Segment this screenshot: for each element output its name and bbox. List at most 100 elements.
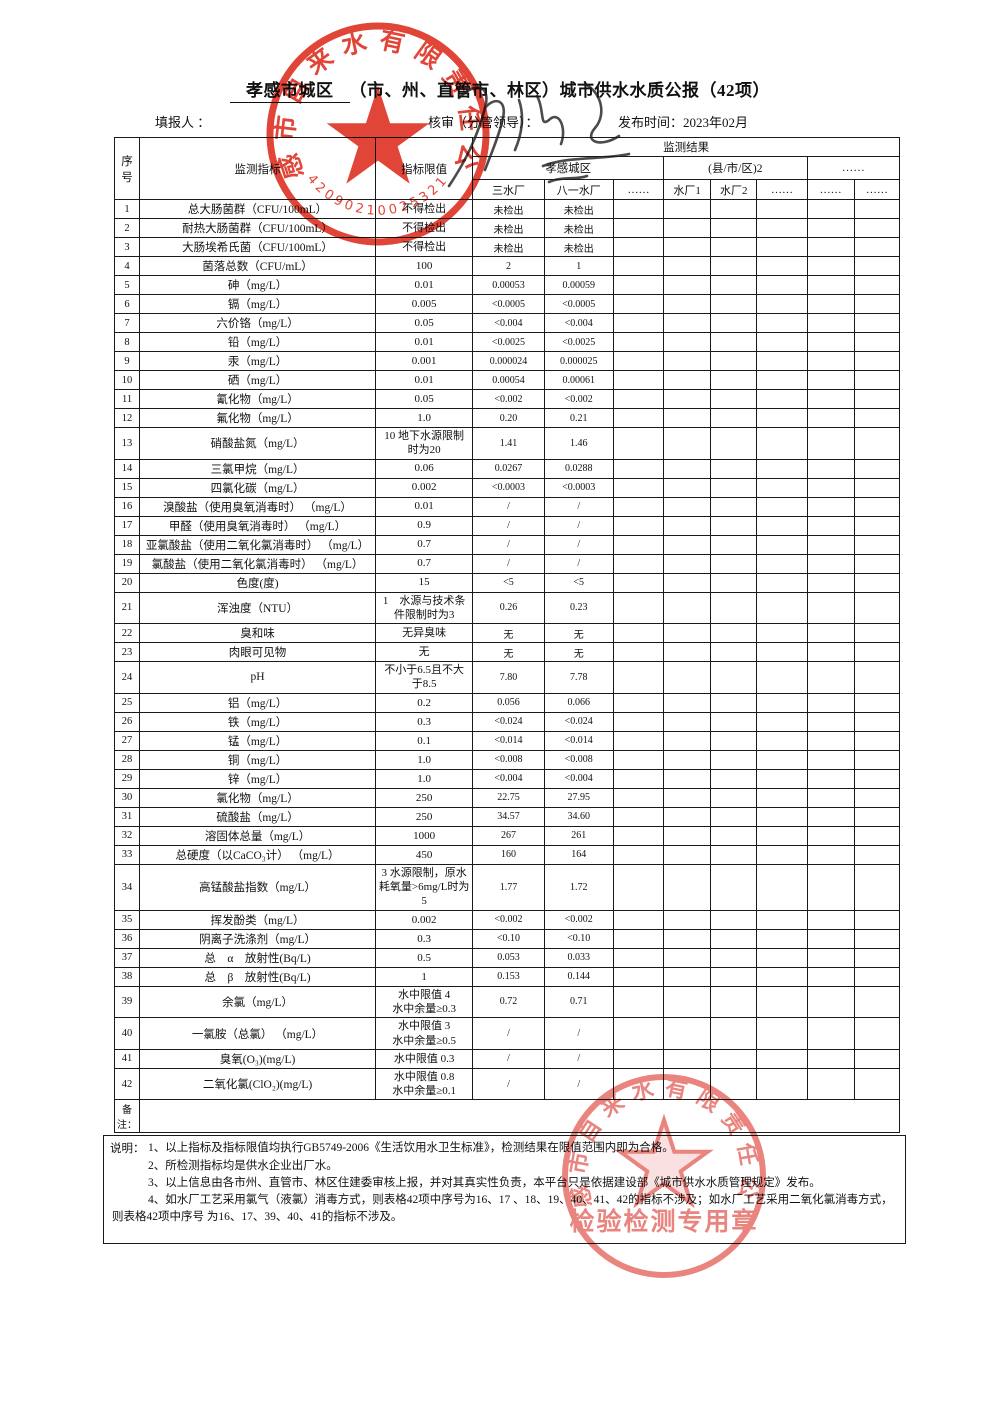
result-value	[612, 572, 665, 593]
result-value: <0.004	[472, 313, 545, 333]
result-value	[853, 947, 901, 968]
plant-ellipsis4: ……	[853, 179, 901, 200]
result-value: <5	[472, 572, 545, 593]
indicator-name: 铅（mg/L）	[139, 332, 376, 352]
publish-date: 发布时间：2023年02月	[618, 115, 749, 130]
result-value: 1.77	[472, 863, 545, 911]
limit-value: 0.01	[374, 275, 474, 295]
result-value	[663, 730, 712, 751]
result-value	[663, 389, 712, 409]
indicator-name: 砷（mg/L）	[139, 275, 376, 295]
indicator-name: 菌落总数（CFU/mL）	[139, 256, 376, 276]
result-value	[756, 313, 808, 333]
result-value	[663, 572, 712, 593]
table-row: 40 一氯胺（总氯） （mg/L） 水中限值 3 水中余量≥0.5//	[113, 1017, 901, 1050]
note-item: 2、所检测指标均是供水企业出厂水。	[148, 1159, 338, 1172]
indicator-name: 总硬度（以CaCO₃计） （mg/L）	[139, 844, 376, 865]
result-value	[853, 749, 901, 770]
result-value: 34.57	[472, 806, 545, 827]
result-value	[806, 572, 855, 593]
remark-row: 备注：	[113, 1099, 900, 1134]
result-value	[853, 332, 901, 352]
result-value	[710, 199, 758, 219]
table-row: 20 色度(度) 15 <5 <5	[113, 572, 901, 593]
result-value	[806, 408, 855, 428]
result-value	[663, 985, 712, 1019]
result-value	[756, 825, 808, 846]
indicator-name: 硫酸盐（mg/L）	[139, 806, 376, 827]
indicator-name: 铜（mg/L）	[139, 749, 376, 770]
table-row: 7 六价铬（mg/L） 0.05 <0.004 <0.004	[113, 313, 901, 333]
result-value	[663, 692, 712, 713]
result-value	[612, 427, 665, 460]
result-value	[612, 749, 665, 770]
result-value	[710, 711, 758, 732]
result-value	[612, 806, 665, 827]
result-value	[663, 749, 712, 770]
result-value	[663, 218, 712, 238]
result-value	[612, 966, 665, 987]
table-row: 16 溴酸盐（使用臭氧消毒时） （mg/L） 0.01//	[113, 496, 901, 517]
result-value: <0.024	[543, 711, 614, 732]
result-value	[756, 496, 808, 517]
result-value: 22.75	[472, 787, 545, 808]
result-value	[663, 661, 712, 694]
result-value	[853, 256, 901, 276]
limit-value: 不小于6.5且不大 于8.5	[374, 661, 474, 694]
result-value	[806, 768, 855, 789]
result-value	[710, 370, 758, 390]
result-value	[806, 711, 855, 732]
plant-ellipsis2: ……	[756, 179, 808, 200]
limit-value: 0.05	[374, 389, 474, 409]
table-row: 26 铁（mg/L） 0.3 <0.024 <0.024	[113, 711, 901, 732]
row-number: 5	[113, 275, 141, 295]
table-row: 15 四氯化碳（mg/L） 0.002 <0.0003 <0.0003	[113, 477, 901, 498]
result-value	[806, 642, 855, 663]
result-value	[710, 591, 758, 625]
indicator-name: 余氯（mg/L）	[139, 985, 376, 1019]
table-row: 29 锌（mg/L） 1.0 <0.004 <0.004	[113, 768, 901, 789]
result-value	[756, 237, 808, 257]
table-row: 35 挥发酚类（mg/L） 0.002 <0.002 <0.002	[113, 909, 901, 930]
table-row: 17 甲醛（使用臭氧消毒时） （mg/L） 0.9//	[113, 515, 901, 536]
result-value: 无	[543, 642, 614, 663]
result-value	[612, 711, 665, 732]
col-header-result: 监测结果	[472, 137, 900, 157]
row-number: 39	[113, 985, 141, 1019]
table-row: 31 硫酸盐（mg/L） 250 34.57 34.60	[113, 806, 901, 827]
result-value	[612, 1048, 665, 1069]
indicator-name: 氰化物（mg/L）	[139, 389, 376, 409]
result-value	[710, 496, 758, 517]
row-number: 23	[113, 642, 141, 663]
limit-value: 不得检出	[374, 218, 474, 238]
result-value	[756, 1067, 808, 1101]
result-value	[710, 1067, 758, 1101]
result-value: 0.033	[543, 947, 614, 968]
result-value: 0.71	[543, 985, 614, 1019]
result-value	[710, 730, 758, 751]
note-item: 1、以上指标及指标限值均执行GB5749-2006《生活饮用水卫生标准》，检测结…	[148, 1142, 674, 1155]
result-value	[710, 237, 758, 257]
result-value	[756, 515, 808, 536]
table-row: 25 铝（mg/L） 0.2 0.056 0.066	[113, 692, 901, 713]
result-value: 0.000024	[472, 351, 545, 371]
row-number: 10	[113, 370, 141, 390]
report-sheet: 序号 监测指标 指标限值 监测结果 孝感城区 (县/市/区)2 …… 三水厂 八…	[103, 137, 906, 1244]
result-value	[710, 1017, 758, 1050]
row-number: 36	[113, 928, 141, 949]
result-value	[806, 749, 855, 770]
result-value: 0.0288	[543, 458, 614, 479]
row-number: 42	[113, 1067, 141, 1101]
table-row: 28 铜（mg/L） 1.0 <0.008 <0.008	[113, 749, 901, 770]
result-value: 0.053	[472, 947, 545, 968]
indicator-name: 总大肠菌群（CFU/100mL）	[139, 199, 376, 219]
table-row: 42 二氧化氯(ClO₂)(mg/L) 水中限值 0.8 水中余量≥0.1//	[113, 1067, 901, 1101]
result-value	[612, 199, 665, 219]
result-value: <0.0003	[472, 477, 545, 498]
result-value	[756, 692, 808, 713]
result-value: 1	[543, 256, 614, 276]
result-value	[663, 496, 712, 517]
result-value: <0.0005	[472, 294, 545, 314]
row-number: 41	[113, 1048, 141, 1069]
result-value: <0.008	[543, 749, 614, 770]
